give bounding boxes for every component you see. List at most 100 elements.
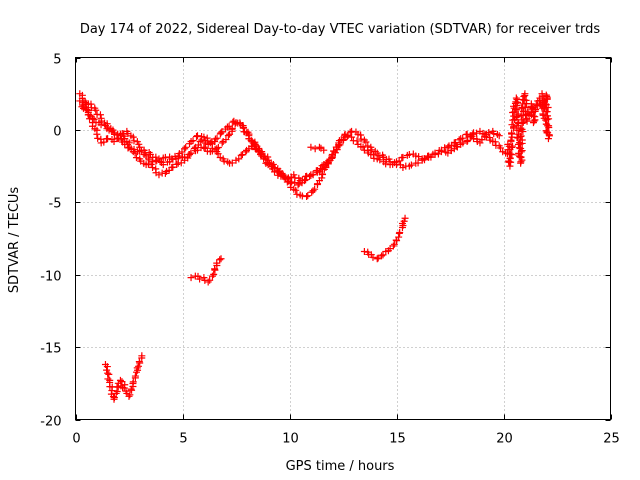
data-point: [303, 193, 311, 201]
data-point-interp: [79, 101, 87, 109]
data-point: [200, 143, 208, 151]
data-point: [155, 171, 163, 179]
data-point: [495, 132, 503, 140]
data-point-interp: [362, 138, 370, 146]
data-point: [129, 133, 137, 141]
data-point-interp: [459, 139, 467, 147]
data-point-interp: [509, 142, 517, 150]
data-point-interp: [225, 122, 233, 130]
data-point: [544, 135, 552, 143]
data-point-interp: [242, 148, 250, 156]
data-point-interp: [414, 159, 422, 167]
data-point: [196, 275, 204, 283]
data-point-interp: [224, 132, 232, 140]
data-point: [300, 177, 308, 185]
data-point-interp: [211, 135, 219, 143]
data-point-interp: [152, 153, 160, 161]
x-tick-label: 10: [282, 432, 299, 447]
data-point: [131, 372, 139, 380]
data-point: [187, 274, 195, 282]
data-point-interp: [293, 190, 301, 198]
data-point-interp: [517, 132, 525, 140]
data-point-interp: [181, 153, 189, 161]
y-tick-label: 0: [53, 125, 61, 140]
data-point: [114, 135, 122, 143]
data-point: [540, 114, 548, 122]
data-point: [360, 146, 368, 154]
data-point: [326, 156, 334, 164]
data-point-interp: [420, 155, 428, 163]
data-point: [125, 392, 133, 400]
data-point: [110, 137, 118, 145]
data-point-interp: [237, 151, 245, 159]
data-point-interp: [267, 159, 275, 167]
data-point-interp: [308, 188, 316, 196]
data-point: [249, 139, 257, 147]
data-point-interp: [368, 146, 376, 154]
x-tick-label: 15: [389, 432, 406, 447]
series-track-f: [101, 352, 146, 403]
data-point-interp: [427, 153, 435, 161]
data-point-interp: [169, 163, 177, 171]
data-point-interp: [113, 383, 121, 391]
data-point: [395, 233, 403, 241]
data-point-interp: [130, 137, 138, 145]
data-point-interp: [206, 276, 214, 284]
series-track-e: [503, 90, 553, 170]
data-point: [193, 132, 201, 140]
data-point: [390, 240, 398, 248]
data-point-interp: [542, 127, 550, 135]
data-point-interp: [507, 136, 515, 144]
data-point-interp: [134, 362, 142, 370]
data-point-interp: [218, 128, 226, 136]
series-track-h: [360, 214, 409, 263]
data-point: [294, 181, 302, 189]
data-point-interp: [485, 129, 493, 137]
data-point-interp: [132, 154, 140, 162]
data-point-interp: [513, 106, 521, 114]
data-point-interp: [120, 384, 128, 392]
data-point-interp: [187, 149, 195, 157]
data-point-interp: [255, 144, 263, 152]
data-point-interp: [517, 148, 525, 156]
data-point-interp: [144, 160, 152, 168]
data-point-interp: [216, 154, 224, 162]
data-point-interp: [228, 159, 236, 167]
data-point-interp: [396, 228, 404, 236]
data-point: [104, 135, 112, 143]
data-point-interp: [490, 130, 498, 138]
data-point: [93, 130, 101, 138]
data-point-interp: [220, 157, 228, 165]
data-point-interp: [507, 150, 515, 158]
data-point-interp: [538, 101, 546, 109]
data-point-interp: [539, 110, 547, 118]
y-tick-label: -10: [40, 270, 61, 285]
data-point-interp: [318, 162, 326, 170]
grid-lines: [75, 57, 611, 420]
data-point-interp: [455, 136, 463, 144]
y-tick-label: -5: [49, 197, 62, 212]
data-point: [204, 140, 212, 148]
data-point-interp: [130, 145, 138, 153]
data-point: [89, 114, 97, 122]
data-point: [309, 187, 317, 195]
data-point: [262, 155, 270, 163]
data-point-interp: [285, 177, 293, 185]
data-point: [275, 168, 283, 176]
data-point: [230, 117, 238, 125]
data-point-interp: [196, 137, 204, 145]
data-point: [138, 352, 146, 360]
data-point: [320, 146, 328, 154]
data-point-interp: [135, 140, 143, 148]
data-point: [399, 153, 407, 161]
data-point-interp: [216, 256, 224, 264]
data-point-interp: [302, 176, 310, 184]
data-point: [315, 143, 323, 151]
x-tick-label: 20: [496, 432, 513, 447]
data-point-interp: [382, 160, 390, 168]
data-point-interp: [124, 144, 132, 152]
data-point-interp: [407, 161, 415, 169]
data-point: [532, 106, 540, 114]
y-tick-labels: 5 0 -5 -10 -15 -20: [40, 53, 61, 430]
data-point: [217, 255, 225, 263]
